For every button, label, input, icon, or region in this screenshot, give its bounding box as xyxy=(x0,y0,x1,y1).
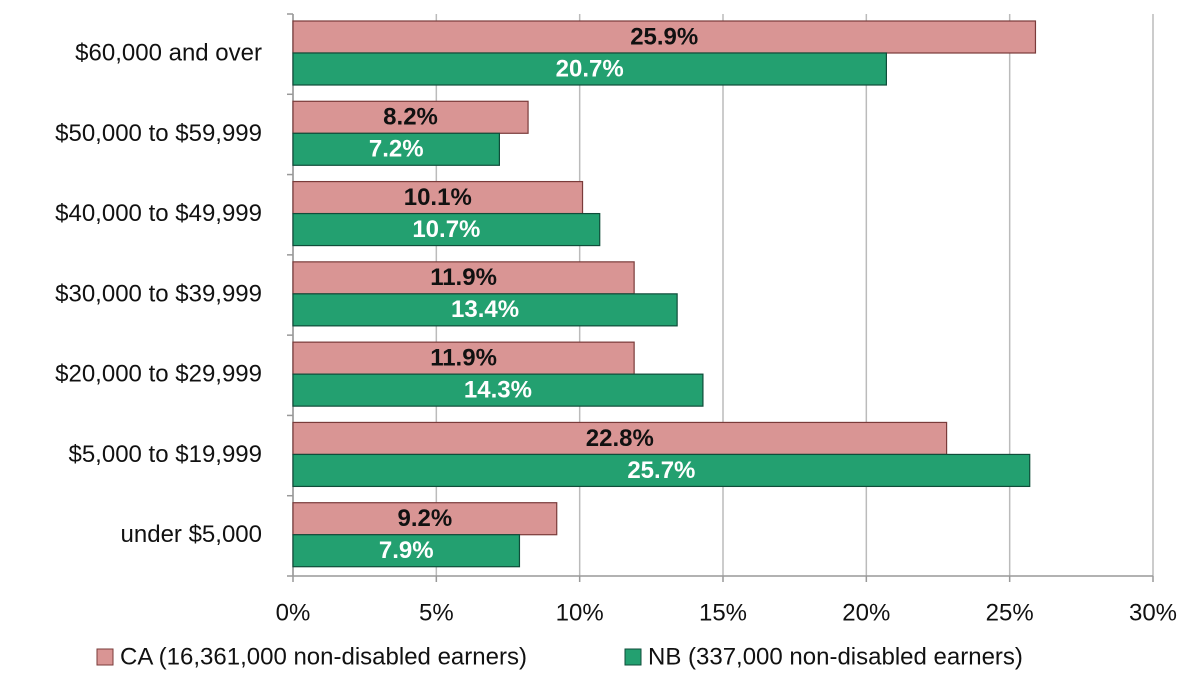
bar xyxy=(292,261,635,295)
bar xyxy=(292,212,601,247)
value-label: 13.4% xyxy=(451,296,519,323)
legend-swatch xyxy=(96,648,114,666)
x-tick-label: 0% xyxy=(276,599,311,626)
bar xyxy=(292,373,704,407)
y-tick-label: $50,000 to $59,999 xyxy=(55,120,262,147)
y-tick-label: $40,000 to $49,999 xyxy=(55,200,262,227)
value-label: 14.3% xyxy=(464,376,532,403)
x-tick-label: 25% xyxy=(986,599,1034,626)
value-label: 10.1% xyxy=(404,184,472,211)
value-label: 7.9% xyxy=(379,537,434,564)
y-tick-label: $5,000 to $19,999 xyxy=(68,441,262,468)
bar xyxy=(292,52,888,86)
value-label: 22.8% xyxy=(586,425,654,452)
bar xyxy=(292,341,635,375)
x-tick-label: 15% xyxy=(699,599,747,626)
value-label: 9.2% xyxy=(398,505,453,532)
value-label: 25.7% xyxy=(627,457,695,484)
bar xyxy=(292,421,948,456)
y-tick-label: $30,000 to $39,999 xyxy=(55,280,262,307)
bar xyxy=(292,180,584,215)
y-tick-label: under $5,000 xyxy=(121,521,262,548)
y-tick-label: $20,000 to $29,999 xyxy=(55,361,262,388)
x-tick-label: 5% xyxy=(419,599,454,626)
legend-label: CA (16,361,000 non-disabled earners) xyxy=(120,643,527,670)
y-tick-label: $60,000 and over xyxy=(75,39,262,66)
bar xyxy=(292,453,1031,488)
value-label: 25.9% xyxy=(630,23,698,50)
value-label: 20.7% xyxy=(556,55,624,82)
bar xyxy=(292,20,1037,54)
value-label: 10.7% xyxy=(412,216,480,243)
legend-swatch xyxy=(624,648,642,666)
x-tick-label: 20% xyxy=(842,599,890,626)
bar xyxy=(292,132,500,166)
bar xyxy=(292,534,521,568)
legend-label: NB (337,000 non-disabled earners) xyxy=(648,643,1023,670)
bar xyxy=(292,293,678,327)
value-label: 11.9% xyxy=(430,264,497,291)
value-label: 11.9% xyxy=(430,344,497,371)
x-tick-label: 30% xyxy=(1129,599,1177,626)
value-label: 7.2% xyxy=(369,136,424,163)
x-tick-label: 10% xyxy=(556,599,604,626)
bar xyxy=(292,502,558,536)
value-label: 8.2% xyxy=(383,104,438,131)
bar xyxy=(292,100,529,134)
